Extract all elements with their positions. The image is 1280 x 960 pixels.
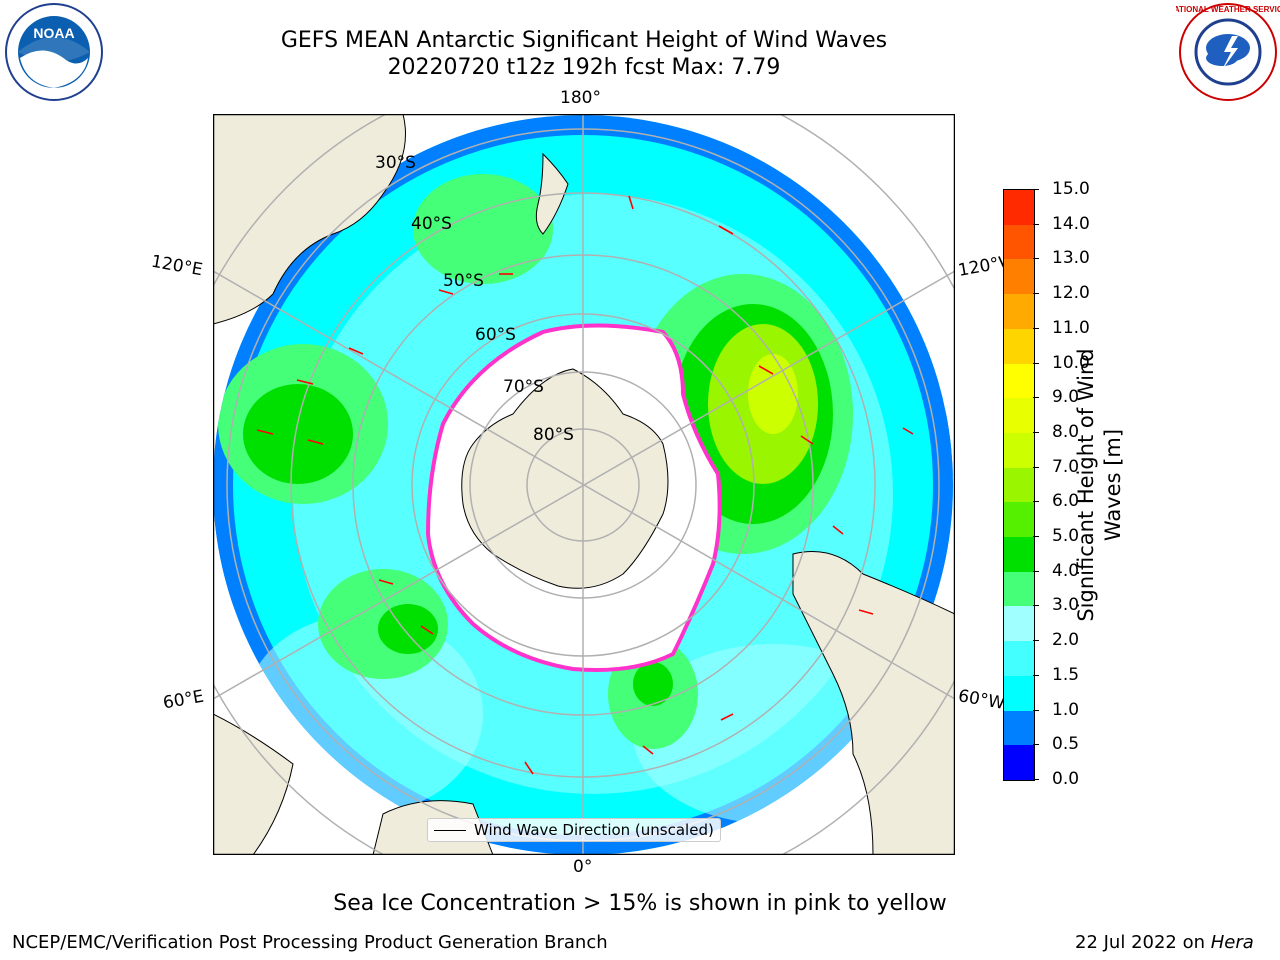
date-text: 22 Jul 2022 on: [1075, 932, 1211, 953]
colorbar-segment: [1004, 710, 1034, 746]
polar-map: 30°S 40°S 50°S 60°S 70°S 80°S: [213, 114, 955, 855]
colorbar-tick-mark: [1033, 293, 1039, 295]
legend-label: Wind Wave Direction (unscaled): [474, 821, 714, 839]
colorbar-segment: [1004, 467, 1034, 503]
colorbar-tick-mark: [1033, 779, 1039, 780]
colorbar-segment: [1004, 745, 1034, 780]
colorbar-segment: [1004, 328, 1034, 364]
colorbar-tick-mark: [1033, 258, 1039, 260]
lon-label-120e: 120°E: [149, 251, 205, 281]
colorbar-segment: [1004, 398, 1034, 433]
colorbar-tick-mark: [1033, 223, 1039, 225]
chart-subtitle: 20220720 t12z 192h fcst Max: 7.79: [387, 55, 781, 80]
colorbar-tick-label: 5.0: [1052, 526, 1080, 547]
antarctica: [461, 368, 669, 589]
colorbar-tick-mark: [1033, 570, 1039, 572]
lat-label-40s: 40°S: [411, 214, 452, 234]
colorbar-tick-label: 0.5: [1052, 734, 1080, 755]
colorbar-tick-mark: [1033, 397, 1039, 399]
colorbar-segment: [1004, 606, 1034, 642]
lat-label-30s: 30°S: [375, 153, 416, 173]
lon-label-0: 0°: [573, 857, 593, 877]
south-america: [792, 551, 955, 855]
colorbar-tick-label: 14.0: [1052, 213, 1090, 234]
colorbar-tick-label: 1.5: [1052, 664, 1080, 685]
colorbar-segment: [1004, 537, 1034, 572]
colorbar-tick-mark: [1033, 362, 1039, 364]
colorbar-tick-mark: [1033, 327, 1039, 329]
colorbar-tick-mark: [1033, 709, 1039, 711]
colorbar-segment: [1004, 294, 1034, 329]
colorbar-tick-label: 1.0: [1052, 699, 1080, 720]
noaa-logo: NOAA: [5, 3, 103, 101]
colorbar-tick-label: 15.0: [1052, 179, 1090, 199]
date-footer: 22 Jul 2022 on Hera: [1075, 932, 1254, 953]
colorbar-segment: [1004, 432, 1034, 468]
colorbar-tick-label: 13.0: [1052, 248, 1090, 269]
colorbar-tick-label: 2.0: [1052, 630, 1080, 651]
colorbar-tick-mark: [1033, 501, 1039, 503]
colorbar-tick-mark: [1033, 466, 1039, 468]
colorbar-segment: [1004, 259, 1034, 295]
machine-name: Hera: [1210, 932, 1254, 953]
colorbar-tick-label: 6.0: [1052, 491, 1080, 512]
chart-title: GEFS MEAN Antarctic Significant Height o…: [280, 28, 888, 53]
map-legend: Wind Wave Direction (unscaled): [427, 818, 721, 842]
colorbar-tick-label: 10.0: [1052, 352, 1090, 373]
colorbar-tick-mark: [1033, 536, 1039, 538]
colorbar-segment: [1004, 190, 1034, 225]
colorbar-segment: [1004, 675, 1034, 711]
lat-label-80s: 80°S: [533, 425, 574, 445]
colorbar-tick-label: 12.0: [1052, 283, 1090, 304]
lon-label-180: 180°: [560, 88, 601, 108]
colorbar-tick-label: 11.0: [1052, 317, 1090, 338]
colorbar-segment: [1004, 363, 1034, 399]
colorbar-tick-mark: [1033, 744, 1039, 746]
colorbar: [1003, 189, 1035, 781]
colorbar-tick-label: 8.0: [1052, 421, 1080, 442]
colorbar-tick-label: 7.0: [1052, 456, 1080, 477]
lon-label-60e: 60°E: [161, 686, 206, 714]
colorbar-ticks: 0.0 0.5 1.0 1.5 2.0 3.0 4.0 5.0 6.0 7.0 8.0 9.0 10.0…: [1033, 179, 1120, 790]
colorbar-segment: [1004, 224, 1034, 260]
svg-text:NOAA: NOAA: [33, 25, 74, 41]
colorbar-tick-label: 3.0: [1052, 595, 1080, 616]
colorbar-tick-mark: [1033, 189, 1039, 190]
colorbar-tick-mark: [1033, 640, 1039, 642]
sea-ice-note: Sea Ice Concentration > 15% is shown in …: [333, 891, 947, 916]
lon-label-60w: 60°W: [956, 686, 1007, 714]
australia: [213, 114, 406, 325]
colorbar-segment: [1004, 571, 1034, 607]
colorbar-label: Significant Height of Wind Waves [m]: [1074, 348, 1125, 622]
colorbar-segment: [1004, 641, 1034, 676]
colorbar-tick-mark: [1033, 431, 1039, 433]
colorbar-tick-label: 0.0: [1052, 769, 1080, 789]
colorbar-tick-label: 4.0: [1052, 560, 1080, 581]
colorbar-segment: [1004, 502, 1034, 538]
lat-label-60s: 60°S: [475, 325, 516, 345]
colorbar-tick-mark: [1033, 674, 1039, 676]
svg-text:NATIONAL WEATHER SERVICE: NATIONAL WEATHER SERVICE: [1176, 5, 1280, 14]
legend-line-icon: [434, 829, 466, 831]
colorbar-tick-label: 9.0: [1052, 387, 1080, 408]
lat-label-50s: 50°S: [443, 271, 484, 291]
lat-label-70s: 70°S: [503, 377, 544, 397]
colorbar-tick-mark: [1033, 605, 1039, 607]
wind-arrows: [256, 195, 914, 775]
nws-logo: NATIONAL WEATHER SERVICE: [1176, 3, 1280, 101]
credit-footer: NCEP/EMC/Verification Post Processing Pr…: [12, 932, 608, 953]
